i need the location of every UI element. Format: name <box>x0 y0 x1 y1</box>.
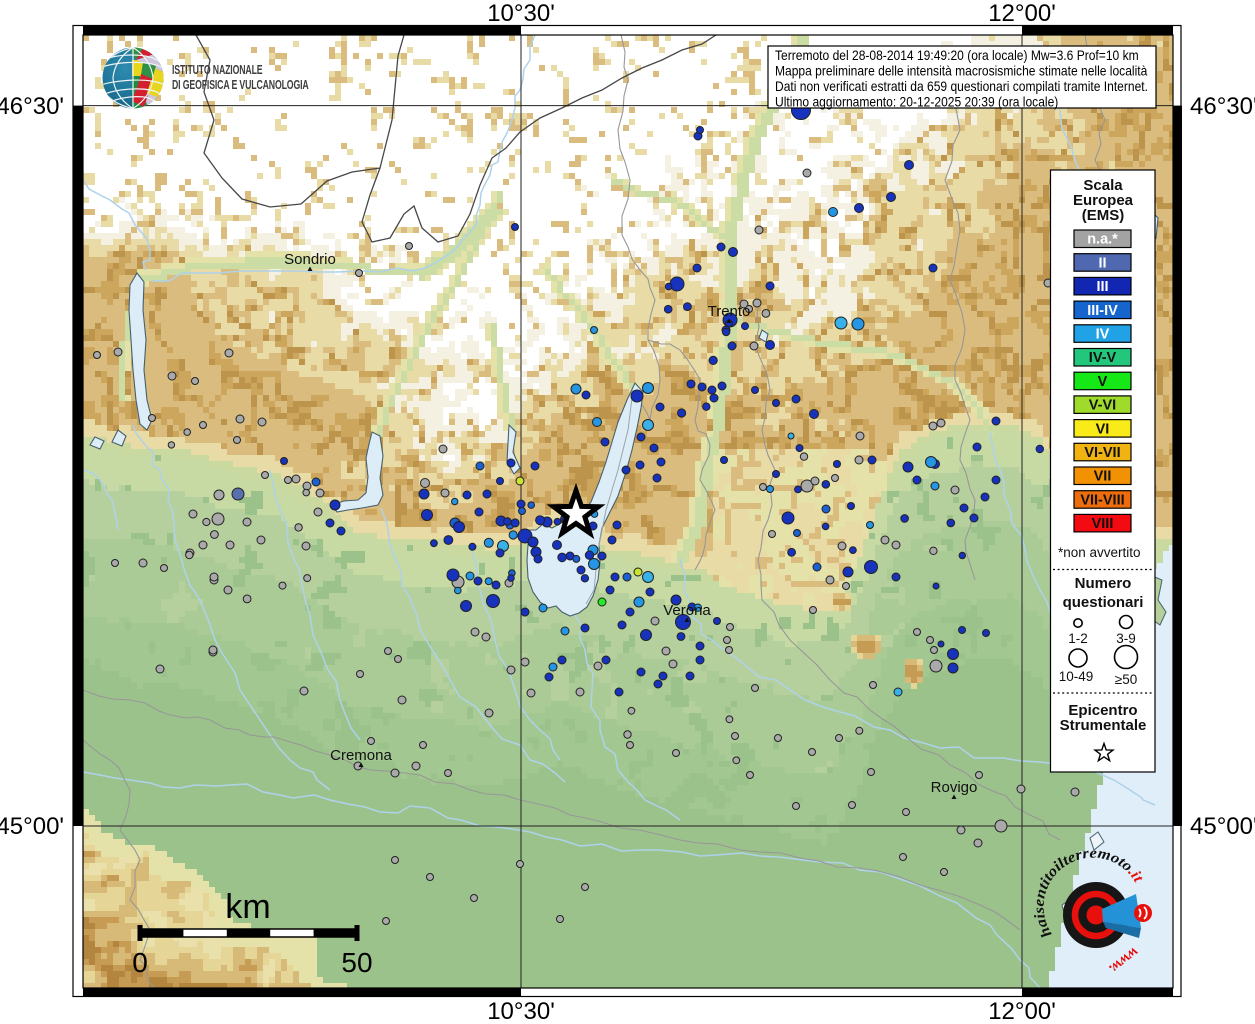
svg-text:Mappa preliminare delle intens: Mappa preliminare delle intensità macros… <box>775 63 1148 79</box>
svg-text:n.a.*: n.a.* <box>1087 232 1118 248</box>
svg-text:10°30': 10°30' <box>487 998 555 1024</box>
svg-text:VI-VII: VI-VII <box>1084 445 1120 461</box>
svg-text:Numero: Numero <box>1075 575 1132 592</box>
svg-text:50: 50 <box>341 947 372 978</box>
svg-text:3-9: 3-9 <box>1116 631 1136 646</box>
svg-text:Dati non verificati estratti d: Dati non verificati estratti da 659 ques… <box>775 78 1148 94</box>
svg-text:Europea: Europea <box>1073 192 1134 209</box>
svg-text:12°00': 12°00' <box>988 0 1056 27</box>
svg-text:V: V <box>1098 374 1108 390</box>
svg-text:Trento: Trento <box>708 303 751 320</box>
svg-text:VII: VII <box>1094 469 1112 485</box>
svg-text:Strumentale: Strumentale <box>1060 717 1147 734</box>
svg-text:Sondrio: Sondrio <box>284 251 336 268</box>
svg-text:Verona: Verona <box>663 602 711 619</box>
svg-text:V-VI: V-VI <box>1089 398 1116 414</box>
svg-text:46°30': 46°30' <box>0 93 64 120</box>
svg-text:10-49: 10-49 <box>1059 669 1094 684</box>
svg-text:III: III <box>1096 279 1108 295</box>
svg-text:ISTITUTO NAZIONALE: ISTITUTO NAZIONALE <box>172 64 262 78</box>
svg-text:Cremona: Cremona <box>330 747 392 764</box>
svg-text:VI: VI <box>1096 421 1110 437</box>
svg-text:1-2: 1-2 <box>1068 631 1088 646</box>
svg-text:DI GEOFISICA E VULCANOLOGIA: DI GEOFISICA E VULCANOLOGIA <box>172 79 309 93</box>
svg-text:*non avvertito: *non avvertito <box>1058 545 1141 560</box>
svg-text:VIII: VIII <box>1092 516 1114 532</box>
svg-text:(EMS): (EMS) <box>1082 207 1125 224</box>
svg-text:VII-VIII: VII-VIII <box>1080 492 1124 508</box>
svg-text:IV-V: IV-V <box>1089 350 1117 366</box>
svg-text:Rovigo: Rovigo <box>931 779 978 796</box>
svg-text:II: II <box>1098 255 1106 271</box>
svg-text:Scala: Scala <box>1083 177 1123 194</box>
svg-text:Terremoto del 28-08-2014 19:49: Terremoto del 28-08-2014 19:49:20 (ora l… <box>775 47 1139 63</box>
svg-text:Ultimo aggiornamento: 20-12-20: Ultimo aggiornamento: 20-12-2025 20:39 (… <box>775 94 1058 110</box>
svg-text:0: 0 <box>132 947 148 978</box>
svg-text:46°30': 46°30' <box>1190 93 1255 120</box>
svg-text:10°30': 10°30' <box>487 0 555 27</box>
svg-text:IV: IV <box>1096 327 1110 343</box>
svg-text:Epicentro: Epicentro <box>1068 702 1137 719</box>
svg-text:12°00': 12°00' <box>988 998 1056 1024</box>
svg-text:≥50: ≥50 <box>1115 672 1137 687</box>
svg-text:km: km <box>225 888 270 926</box>
svg-text:45°00': 45°00' <box>0 813 64 840</box>
svg-text:questionari: questionari <box>1063 594 1144 611</box>
svg-text:45°00': 45°00' <box>1190 813 1255 840</box>
svg-text:III-IV: III-IV <box>1087 303 1118 319</box>
